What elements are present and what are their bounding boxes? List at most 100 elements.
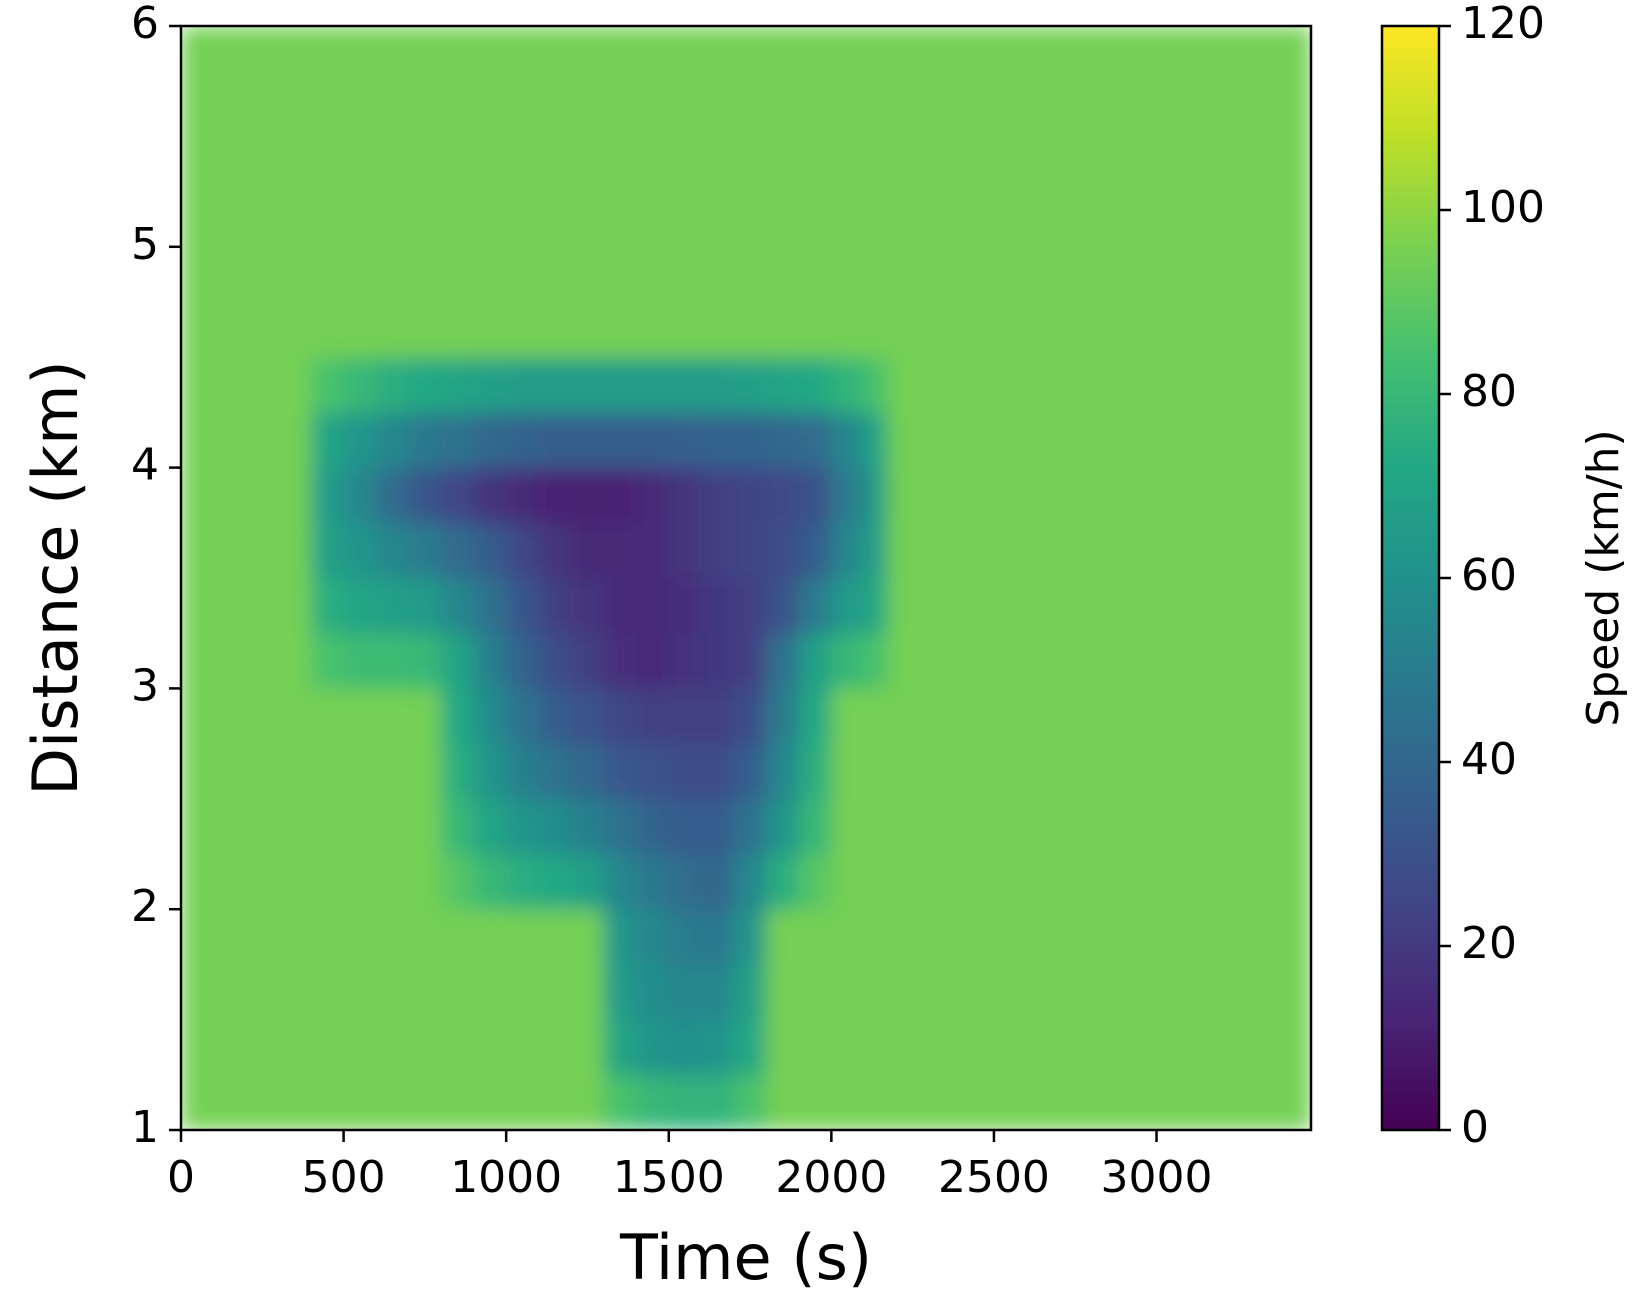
- heat-cell: [311, 26, 345, 358]
- heat-cell: [888, 633, 1311, 689]
- heat-cell: [766, 964, 800, 1021]
- heat-cell: [668, 1019, 702, 1076]
- heat-cell: [408, 26, 442, 358]
- heat-cell: [343, 798, 377, 855]
- heat-cell: [408, 798, 442, 855]
- heat-cell: [603, 26, 637, 358]
- heat-cell: [636, 26, 670, 358]
- heat-cell: [181, 1074, 312, 1130]
- heat-cell: [343, 964, 377, 1021]
- heat-cell: [571, 412, 605, 469]
- heat-cell: [766, 854, 800, 910]
- heat-cell: [831, 743, 865, 800]
- y-tick-label: 1: [131, 1102, 159, 1153]
- heat-cell: [701, 26, 735, 358]
- heat-cell: [506, 1019, 540, 1076]
- heat-cell: [701, 854, 735, 910]
- heat-cell: [343, 467, 377, 524]
- heat-cell: [831, 26, 865, 358]
- heat-cell: [798, 357, 832, 413]
- heat-cell: [701, 1074, 735, 1130]
- heat-cell: [408, 633, 442, 689]
- heat-cell: [733, 1074, 767, 1130]
- heat-cell: [636, 854, 670, 910]
- heat-cell: [408, 412, 442, 469]
- heat-cell: [733, 909, 767, 965]
- colorbar-tick-label: 100: [1461, 182, 1545, 233]
- heat-cell: [831, 964, 865, 1021]
- x-tick-label: 2500: [938, 1152, 1050, 1203]
- heat-cell: [766, 357, 800, 413]
- heat-cell: [473, 909, 507, 965]
- heat-cell: [311, 688, 345, 745]
- heat-cell: [603, 522, 637, 579]
- heat-cell: [831, 688, 865, 745]
- heat-cell: [831, 909, 865, 965]
- heat-cell: [636, 688, 670, 745]
- heat-cell: [863, 743, 889, 800]
- heat-cell: [888, 688, 1311, 745]
- heat-cell: [408, 743, 442, 800]
- heat-cell: [571, 909, 605, 965]
- heat-cell: [831, 467, 865, 524]
- heat-cell: [311, 467, 345, 524]
- heat-cell: [506, 1074, 540, 1130]
- heat-cell: [571, 1019, 605, 1076]
- heat-cell: [668, 467, 702, 524]
- heat-cell: [798, 798, 832, 855]
- colorbar-tick-label: 40: [1461, 734, 1517, 785]
- heat-cell: [733, 522, 767, 579]
- heat-cell: [888, 798, 1311, 855]
- heat-cell: [311, 357, 345, 413]
- heat-cell: [343, 854, 377, 910]
- heat-cell: [376, 633, 410, 689]
- heat-cell: [441, 633, 475, 689]
- heat-cell: [441, 743, 475, 800]
- heat-cell: [733, 633, 767, 689]
- heat-cell: [343, 26, 377, 358]
- colorbar-tick-label: 20: [1461, 918, 1517, 969]
- heat-cell: [571, 798, 605, 855]
- heat-cell: [571, 467, 605, 524]
- heat-cell: [733, 578, 767, 634]
- heatmap: [181, 26, 1311, 1130]
- heat-cell: [181, 522, 312, 579]
- heat-cell: [888, 909, 1311, 965]
- heat-cell: [473, 854, 507, 910]
- heat-cell: [636, 1019, 670, 1076]
- heat-cell: [441, 1019, 475, 1076]
- heat-cell: [668, 1074, 702, 1130]
- heat-cell: [506, 522, 540, 579]
- heat-cell: [473, 1019, 507, 1076]
- heat-cell: [636, 578, 670, 634]
- heat-cell: [733, 412, 767, 469]
- heat-cell: [538, 522, 572, 579]
- heat-cell: [441, 688, 475, 745]
- heat-cell: [473, 578, 507, 634]
- heat-cell: [408, 578, 442, 634]
- heat-cell: [376, 1019, 410, 1076]
- heat-cell: [506, 964, 540, 1021]
- heat-cell: [408, 522, 442, 579]
- heat-cell: [863, 964, 889, 1021]
- heat-cell: [798, 26, 832, 358]
- heat-cell: [668, 522, 702, 579]
- heat-cell: [603, 412, 637, 469]
- heat-cell: [181, 26, 312, 358]
- heat-cell: [408, 467, 442, 524]
- heat-cell: [888, 357, 1311, 413]
- heat-cell: [441, 909, 475, 965]
- heat-cell: [831, 1019, 865, 1076]
- heat-cell: [636, 964, 670, 1021]
- heat-cell: [538, 688, 572, 745]
- heat-cell: [888, 467, 1311, 524]
- heat-cell: [668, 633, 702, 689]
- heat-cell: [888, 578, 1311, 634]
- heat-cell: [733, 1019, 767, 1076]
- heat-cell: [668, 743, 702, 800]
- y-tick-label: 4: [131, 440, 159, 491]
- heat-cell: [538, 798, 572, 855]
- heat-cell: [798, 467, 832, 524]
- heat-cell: [571, 633, 605, 689]
